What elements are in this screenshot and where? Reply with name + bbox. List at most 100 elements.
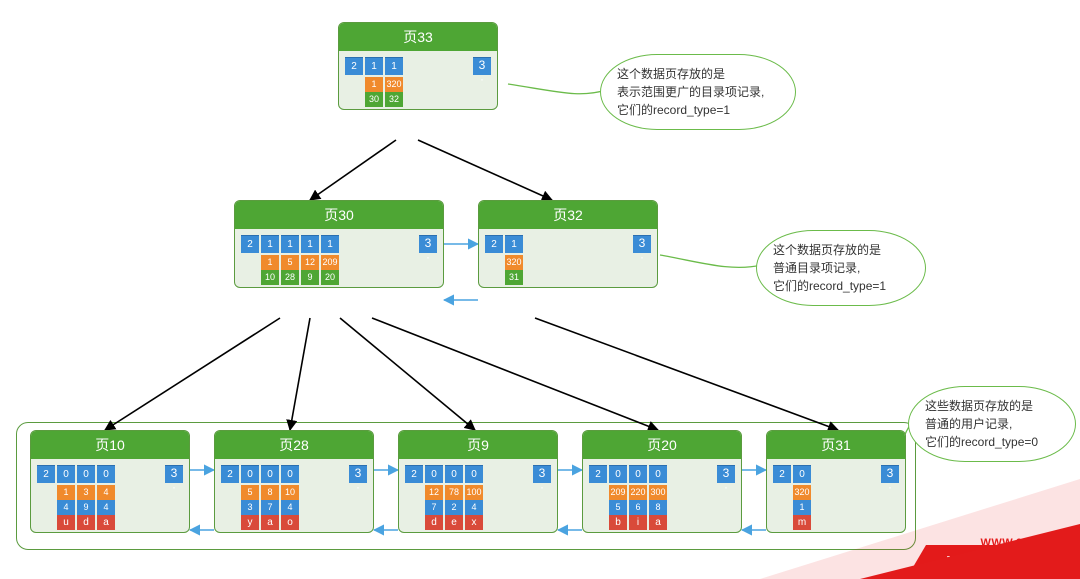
callout-2: 这个数据页存放的是普通目录项记录,它们的record_type=1 xyxy=(756,230,926,306)
char-cell: i xyxy=(629,515,647,530)
callout-line: 这个数据页存放的是 xyxy=(617,65,779,83)
record-row: 127d782e1004x xyxy=(399,485,557,532)
pageno-cell: 28 xyxy=(281,270,299,285)
char-cell: d xyxy=(425,515,443,530)
header-cell: 0 xyxy=(261,465,279,483)
header-row: 211113· xyxy=(235,229,443,255)
supremum-cell: 3· xyxy=(717,465,735,483)
header-cell: 2 xyxy=(37,465,55,483)
record-col: 44a xyxy=(97,485,115,530)
record-col: 110 xyxy=(261,255,279,285)
header-cell: 0 xyxy=(57,465,75,483)
supremum-cell: 3· xyxy=(881,465,899,483)
header-cell: 0 xyxy=(629,465,647,483)
callout-1: 这个数据页存放的是表示范围更广的目录项记录,它们的record_type=1 xyxy=(600,54,796,130)
header-cell: 1 xyxy=(301,235,319,253)
pageno-cell: 9 xyxy=(301,270,319,285)
pageno-cell: 32 xyxy=(385,92,403,107)
char-cell: a xyxy=(97,515,115,530)
char-cell: a xyxy=(261,515,279,530)
key-cell: 12 xyxy=(301,255,319,270)
char-cell: u xyxy=(57,515,75,530)
record-col: 53y xyxy=(241,485,259,530)
header-cell: 0 xyxy=(281,465,299,483)
record-col: 3201m xyxy=(793,485,811,530)
header-cell: 0 xyxy=(649,465,667,483)
header-cell: 1 xyxy=(385,57,403,75)
char-cell: o xyxy=(281,515,299,530)
page-9: 页920003·127d782e1004x xyxy=(398,430,558,533)
page-32: 页32213·32031 xyxy=(478,200,658,288)
record-col: 129 xyxy=(301,255,319,285)
record-col: 127d xyxy=(425,485,443,530)
record-col: 32031 xyxy=(505,255,523,285)
header-cell: 1 xyxy=(505,235,523,253)
page-title: 页28 xyxy=(215,431,373,459)
key-cell: 209 xyxy=(609,485,627,500)
header-cell: 0 xyxy=(609,465,627,483)
callout-3: 这些数据页存放的是普通的用户记录,它们的record_type=0 xyxy=(908,386,1076,462)
callout-line: 这些数据页存放的是 xyxy=(925,397,1059,415)
header-cell: 1 xyxy=(365,57,383,75)
val-cell: 1 xyxy=(793,500,811,515)
record-col: 1004x xyxy=(465,485,483,530)
key-cell: 1 xyxy=(365,77,383,92)
key-cell: 220 xyxy=(629,485,647,500)
record-col: 39d xyxy=(77,485,95,530)
callout-line: 表示范围更广的目录项记录, xyxy=(617,83,779,101)
key-cell: 320 xyxy=(505,255,523,270)
key-cell: 5 xyxy=(241,485,259,500)
char-cell: x xyxy=(465,515,483,530)
header-row: 2113· xyxy=(339,51,497,77)
supremum-cell: 3· xyxy=(633,235,651,253)
page-33: 页332113·13032032 xyxy=(338,22,498,110)
record-row: 2095b2206i3008a xyxy=(583,485,741,532)
header-cell: 0 xyxy=(97,465,115,483)
callout-line: 它们的record_type=1 xyxy=(617,101,779,119)
page-title: 页10 xyxy=(31,431,189,459)
record-col: 3008a xyxy=(649,485,667,530)
key-cell: 320 xyxy=(385,77,403,92)
record-col: 87a xyxy=(261,485,279,530)
key-cell: 320 xyxy=(793,485,811,500)
callout-line: 普通的用户记录, xyxy=(925,415,1059,433)
supremum-cell: 3· xyxy=(473,57,491,75)
pageno-cell: 31 xyxy=(505,270,523,285)
record-col: 14u xyxy=(57,485,75,530)
key-cell: 4 xyxy=(97,485,115,500)
callout-line: 它们的record_type=0 xyxy=(925,433,1059,451)
char-cell: b xyxy=(609,515,627,530)
header-cell: 1 xyxy=(281,235,299,253)
callout-line: 它们的record_type=1 xyxy=(773,277,909,295)
header-row: 20003· xyxy=(399,459,557,485)
record-col: 130 xyxy=(365,77,383,107)
page-title: 页9 xyxy=(399,431,557,459)
key-cell: 10 xyxy=(281,485,299,500)
val-cell: 2 xyxy=(445,500,463,515)
header-cell: 0 xyxy=(77,465,95,483)
record-row: 13032032 xyxy=(339,77,497,109)
page-28: 页2820003·53y87a104o xyxy=(214,430,374,533)
key-cell: 78 xyxy=(445,485,463,500)
val-cell: 5 xyxy=(609,500,627,515)
callout-line: 普通目录项记录, xyxy=(773,259,909,277)
key-cell: 1 xyxy=(57,485,75,500)
pageno-cell: 10 xyxy=(261,270,279,285)
header-cell: 0 xyxy=(241,465,259,483)
key-cell: 8 xyxy=(261,485,279,500)
pageno-cell: 30 xyxy=(365,92,383,107)
char-cell: m xyxy=(793,515,811,530)
page-title: 页20 xyxy=(583,431,741,459)
header-cell: 1 xyxy=(261,235,279,253)
record-col: 104o xyxy=(281,485,299,530)
record-col: 2095b xyxy=(609,485,627,530)
val-cell: 4 xyxy=(57,500,75,515)
key-cell: 100 xyxy=(465,485,483,500)
char-cell: y xyxy=(241,515,259,530)
val-cell: 7 xyxy=(425,500,443,515)
header-row: 213· xyxy=(479,229,657,255)
record-col: 32032 xyxy=(385,77,403,107)
header-cell: 1 xyxy=(321,235,339,253)
page-title: 页30 xyxy=(235,201,443,229)
record-col: 782e xyxy=(445,485,463,530)
